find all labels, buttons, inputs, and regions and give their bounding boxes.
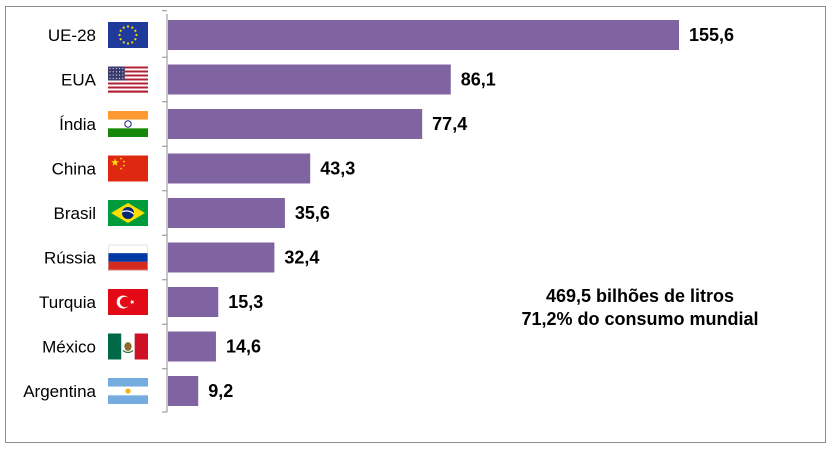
value-label: 9,2 [208,381,233,401]
category-label: EUA [61,71,97,90]
value-label: 15,3 [228,292,263,312]
category-label: Turquia [39,293,97,312]
category-label: China [52,160,97,179]
mexico-flag-icon [108,333,148,360]
value-label: 35,6 [295,203,330,223]
usa-flag-icon [108,66,148,93]
bar-argentina [168,376,199,406]
bar-índia [168,109,423,139]
chart-frame [5,6,826,443]
turkey-flag-icon [108,289,148,315]
category-label: UE-28 [48,26,96,45]
category-label: Rússia [44,249,97,268]
summary-total: 469,5 bilhões de litros [545,286,735,306]
bar-méxico [168,331,216,362]
bar-eua [168,64,451,95]
bar-ue-28 [168,20,679,50]
value-label: 77,4 [432,114,467,134]
argentina-flag-icon [108,378,148,404]
summary-share: 71,2% do consumo mundial [521,309,759,329]
value-label: 86,1 [461,70,496,90]
category-label: Argentina [23,382,96,401]
value-label: 32,4 [284,248,319,268]
india-flag-icon [108,111,148,137]
china-flag-icon [108,155,148,182]
eu-flag-icon [108,22,148,48]
summary-annotation: 469,5 bilhões de litros 71,2% do consumo… [480,285,800,331]
bar-rússia [168,242,275,273]
value-label: 155,6 [689,25,734,45]
category-label: Brasil [53,204,96,223]
russia-flag-icon [108,244,148,271]
value-label: 43,3 [320,159,355,179]
brazil-flag-icon [108,200,148,226]
bar-china [168,153,311,184]
bar-turquia [168,287,219,317]
value-label: 14,6 [226,337,261,357]
bar-brasil [168,198,285,228]
category-label: México [42,338,96,357]
category-label: Índia [59,115,96,134]
bar-group: UE-28 155,6 EUA 86,1 Índia 77,4 China 43,3 Brasi… [23,10,734,413]
